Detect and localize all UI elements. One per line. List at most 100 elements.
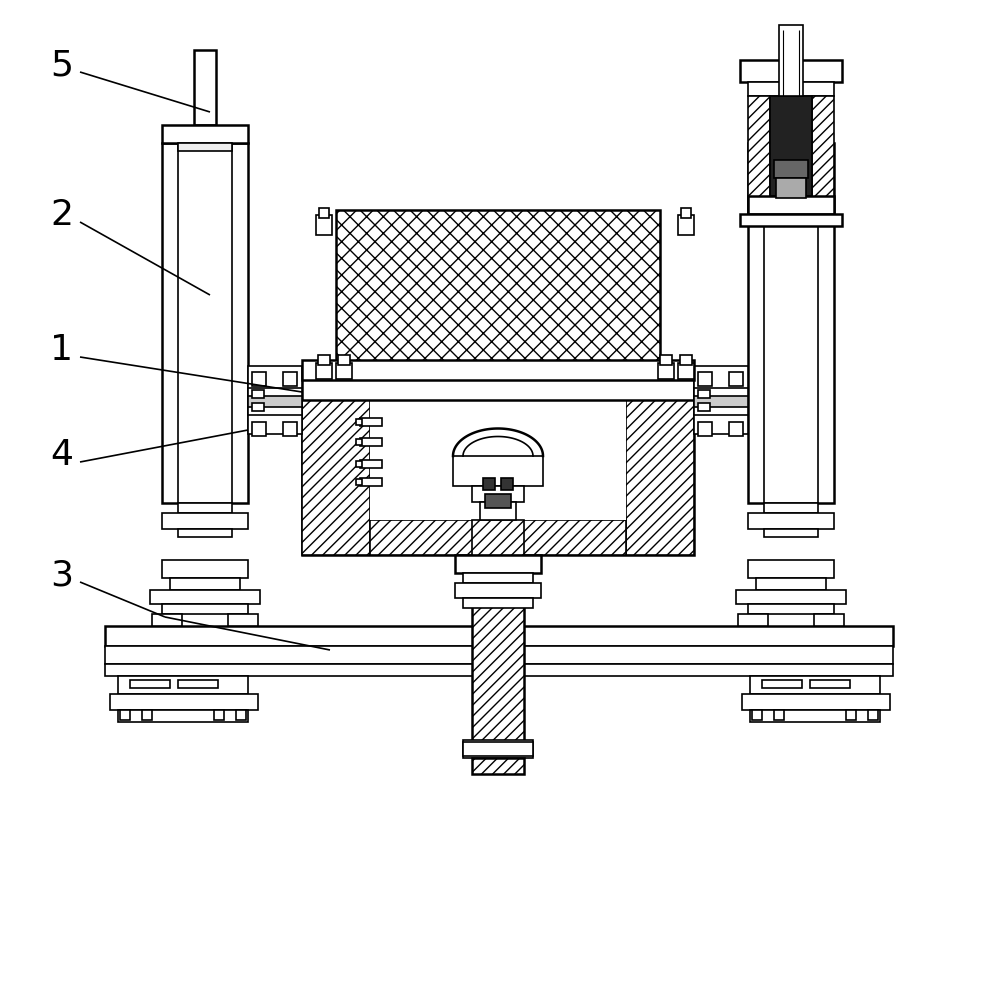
- Bar: [142, 710, 152, 720]
- Bar: [252, 372, 266, 386]
- Bar: [660, 355, 672, 365]
- Bar: [748, 560, 834, 578]
- Bar: [336, 363, 352, 379]
- Bar: [302, 360, 694, 380]
- Bar: [152, 614, 182, 626]
- Bar: [748, 196, 834, 214]
- Bar: [248, 407, 302, 415]
- Bar: [356, 439, 362, 445]
- Bar: [658, 363, 674, 379]
- Bar: [162, 143, 248, 503]
- Bar: [810, 680, 850, 688]
- Bar: [360, 418, 382, 426]
- Bar: [302, 380, 370, 555]
- Bar: [120, 710, 130, 720]
- Bar: [360, 478, 382, 486]
- Bar: [729, 422, 743, 436]
- Text: 3: 3: [50, 558, 73, 592]
- Bar: [729, 372, 743, 386]
- Bar: [776, 178, 806, 198]
- Bar: [118, 676, 248, 694]
- Bar: [248, 388, 302, 396]
- Bar: [302, 378, 694, 400]
- Bar: [472, 758, 524, 774]
- Bar: [764, 529, 818, 537]
- Bar: [162, 560, 248, 578]
- Bar: [736, 590, 846, 604]
- Bar: [738, 614, 768, 626]
- Bar: [501, 478, 513, 490]
- Bar: [698, 422, 712, 436]
- Bar: [170, 578, 240, 590]
- Bar: [678, 215, 694, 235]
- Bar: [748, 96, 770, 226]
- Bar: [105, 626, 893, 646]
- Bar: [485, 494, 511, 508]
- Bar: [752, 710, 762, 720]
- Bar: [748, 513, 834, 529]
- Bar: [150, 590, 260, 604]
- Bar: [681, 208, 691, 218]
- Bar: [110, 694, 258, 710]
- Bar: [694, 395, 748, 409]
- Bar: [370, 380, 626, 520]
- Bar: [162, 513, 248, 529]
- Bar: [748, 604, 834, 614]
- Bar: [480, 502, 516, 520]
- Bar: [626, 380, 694, 555]
- Bar: [178, 680, 218, 688]
- Bar: [750, 710, 880, 722]
- Bar: [130, 680, 170, 688]
- Bar: [338, 355, 350, 365]
- Bar: [756, 578, 826, 590]
- Bar: [698, 390, 710, 398]
- Bar: [236, 710, 246, 720]
- Bar: [472, 486, 524, 502]
- Bar: [360, 460, 382, 468]
- Bar: [463, 573, 533, 583]
- Bar: [356, 479, 362, 485]
- Bar: [762, 680, 802, 688]
- Bar: [336, 210, 660, 380]
- Bar: [302, 380, 694, 555]
- Bar: [162, 125, 248, 143]
- Bar: [105, 646, 893, 664]
- Bar: [252, 422, 266, 436]
- Bar: [748, 143, 834, 503]
- Text: 2: 2: [50, 198, 73, 232]
- Bar: [370, 520, 626, 555]
- Bar: [764, 503, 818, 513]
- Bar: [453, 456, 543, 486]
- Bar: [868, 710, 878, 720]
- Bar: [248, 366, 302, 434]
- Bar: [770, 96, 812, 196]
- Bar: [463, 742, 533, 756]
- Bar: [680, 355, 692, 365]
- Bar: [779, 25, 803, 96]
- Bar: [694, 388, 748, 396]
- Bar: [812, 96, 834, 226]
- Bar: [463, 598, 533, 608]
- Bar: [316, 363, 332, 379]
- Bar: [316, 215, 332, 235]
- Bar: [178, 143, 232, 151]
- Bar: [774, 160, 808, 178]
- Bar: [678, 363, 694, 379]
- Bar: [750, 676, 880, 694]
- Text: 1: 1: [50, 333, 73, 367]
- Bar: [472, 583, 524, 751]
- Bar: [178, 529, 232, 537]
- Bar: [283, 372, 297, 386]
- Bar: [248, 395, 302, 409]
- Bar: [740, 60, 842, 82]
- Bar: [162, 604, 248, 614]
- Bar: [698, 372, 712, 386]
- Text: 5: 5: [50, 48, 73, 82]
- Bar: [319, 208, 329, 218]
- Bar: [814, 614, 844, 626]
- Bar: [472, 520, 524, 555]
- Bar: [283, 422, 297, 436]
- Bar: [178, 503, 232, 513]
- Bar: [228, 614, 258, 626]
- Bar: [252, 403, 264, 411]
